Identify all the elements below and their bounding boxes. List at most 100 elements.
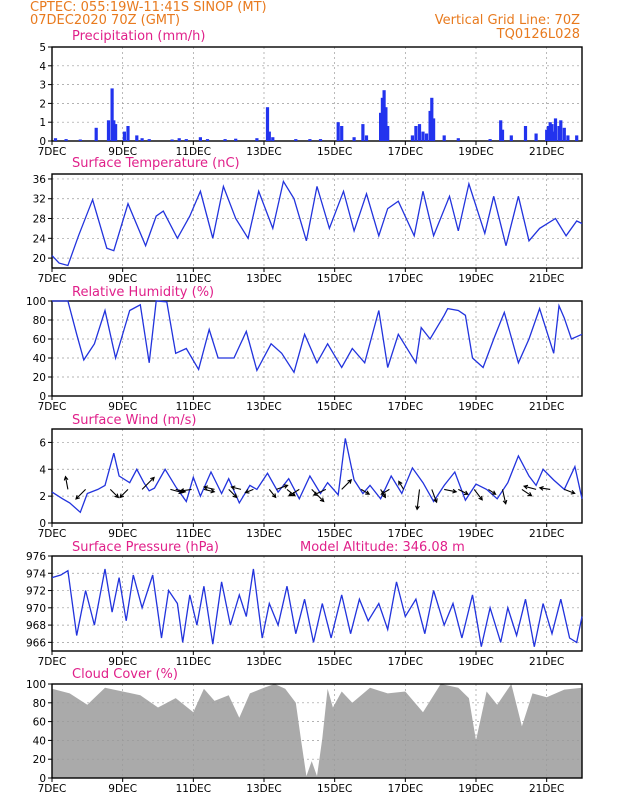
x-tick-label: 7DEC (38, 401, 67, 413)
y-tick-label: 966 (26, 637, 46, 649)
model-altitude-label: Model Altitude: 346.08 m (300, 540, 465, 555)
precip-bar (267, 131, 271, 141)
precip-bar (559, 120, 563, 141)
y-tick-label: 5 (39, 42, 46, 54)
precip-bar (114, 124, 118, 141)
x-tick-label: 9DEC (108, 401, 137, 413)
precip-bar (414, 126, 418, 141)
precip-bar (184, 139, 188, 141)
precip-bar (64, 139, 68, 141)
wind-arrow (522, 484, 537, 490)
precip-bar (417, 124, 422, 141)
wind-arrow (179, 488, 192, 493)
y-tick-label: 2 (39, 98, 46, 110)
x-tick-label: 15DEC (317, 656, 352, 668)
x-tick-label: 11DEC (176, 401, 211, 413)
y-tick-label: 40 (33, 735, 46, 747)
x-tick-label: 7DEC (38, 146, 67, 158)
y-tick-label: 1 (39, 117, 46, 129)
x-tick-label: 19DEC (458, 401, 493, 413)
precip-bar (294, 139, 298, 141)
plot-frame (51, 555, 583, 652)
x-tick-label: 11DEC (176, 273, 211, 285)
precip-bar (308, 139, 312, 141)
precip-bar (364, 135, 369, 141)
x-tick-label: 7DEC (38, 528, 67, 540)
precip-bar (562, 127, 566, 141)
precip-bar (140, 138, 144, 141)
y-tick-label: 24 (33, 233, 47, 245)
x-tick-label: 15DEC (317, 146, 352, 158)
y-tick-label: 4 (39, 464, 46, 476)
precip-bar (265, 107, 270, 141)
x-tick-label: 17DEC (388, 401, 423, 413)
precip-bar (147, 139, 151, 141)
wind-arrow (63, 475, 69, 490)
wind-title: Surface Wind (m/s) (72, 413, 196, 428)
precip-bar (499, 120, 503, 141)
x-tick-label: 17DEC (388, 783, 423, 795)
y-tick-label: 968 (26, 620, 46, 632)
wind-arrow (564, 488, 576, 495)
plot-frame (51, 46, 583, 142)
wind-arrow (203, 488, 216, 494)
y-tick-label: 974 (26, 568, 46, 580)
x-tick-label: 13DEC (246, 783, 281, 795)
y-tick-label: 36 (33, 174, 47, 186)
precip-bar (122, 131, 126, 141)
plot-frame (51, 683, 583, 779)
precip-bar (548, 122, 552, 141)
precip-bar (53, 138, 58, 141)
precip-bar (550, 124, 554, 141)
y-tick-label: 0 (39, 773, 46, 785)
x-tick-label: 9DEC (108, 528, 137, 540)
precip-bar (509, 135, 513, 141)
x-tick-label: 19DEC (458, 783, 493, 795)
wind-arrow (360, 488, 371, 495)
x-tick-label: 19DEC (458, 656, 493, 668)
y-tick-label: 20 (33, 754, 46, 766)
wind-arrow (287, 488, 300, 497)
x-tick-label: 15DEC (317, 401, 352, 413)
cloud-area (52, 684, 582, 778)
precip-bar (198, 137, 202, 141)
wind-arrow (75, 489, 86, 500)
precip-bar (428, 110, 432, 141)
precip-bar (410, 135, 414, 141)
series-line (51, 568, 583, 647)
precip-bar (557, 126, 561, 141)
y-tick-label: 6 (39, 437, 46, 449)
cloud-title: Cloud Cover (%) (72, 667, 178, 682)
wind-arrow (109, 489, 120, 499)
wind-panel: Surface Wind (m/s) 0 2 4 6 7DEC 9DEC 11DEC 13DE… (38, 413, 583, 540)
wind-arrow (431, 489, 438, 504)
precip-bar (170, 139, 174, 141)
x-tick-label: 19DEC (458, 273, 493, 285)
y-tick-label: 40 (33, 353, 46, 365)
precip-bar (177, 138, 181, 141)
wind-arrow (473, 489, 483, 501)
precip-bar (421, 131, 425, 141)
precipitation-title: Precipitation (mm/h) (72, 29, 205, 44)
precip-bar (442, 135, 446, 141)
x-tick-label: 19DEC (458, 146, 493, 158)
precip-bar (384, 107, 388, 141)
precip-bar (424, 133, 429, 141)
x-tick-label: 21DEC (529, 656, 564, 668)
x-tick-label: 9DEC (108, 273, 137, 285)
precip-bar (255, 138, 259, 141)
precip-bar (566, 135, 570, 141)
header-run-date: 07DEC2020 70Z (GMT) (30, 13, 180, 28)
precip-bar (430, 97, 434, 141)
precip-bar (534, 133, 538, 141)
wind-arrow (341, 478, 353, 490)
series-line (51, 179, 583, 267)
wind-arrow (521, 488, 533, 497)
x-tick-label: 7DEC (38, 783, 67, 795)
precip-bar (386, 126, 390, 141)
y-tick-label: 100 (26, 296, 46, 308)
wind-arrow (398, 480, 405, 490)
x-tick-label: 11DEC (176, 146, 211, 158)
y-tick-label: 28 (33, 214, 46, 226)
